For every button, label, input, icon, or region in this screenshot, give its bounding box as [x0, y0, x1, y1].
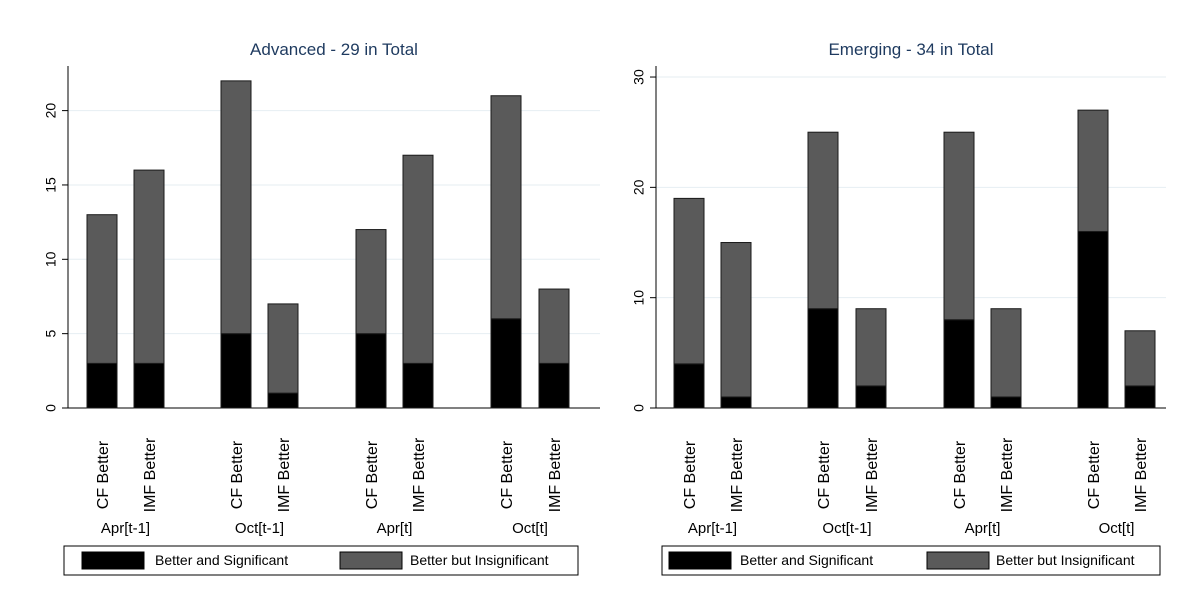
group-label: Apr[t] [965, 520, 1001, 537]
bar-insignificant [1077, 109, 1109, 232]
legend-label-significant: Better and Significant [155, 552, 288, 568]
bar-significant [943, 319, 975, 409]
bar-insignificant [86, 214, 118, 364]
x-tick-label: CF Better [499, 440, 516, 509]
legend-label-significant: Better and Significant [740, 552, 873, 568]
group-label: Oct[t] [512, 520, 548, 537]
bar-insignificant [220, 80, 252, 335]
chart-title: Emerging - 34 in Total [828, 40, 993, 59]
bar-significant [538, 362, 570, 409]
x-tick-label: IMF Better [1133, 437, 1150, 512]
x-tick-label: CF Better [1086, 440, 1103, 509]
chart-title: Advanced - 29 in Total [250, 40, 418, 59]
x-tick-label: CF Better [229, 440, 246, 509]
bar-significant [490, 318, 522, 409]
bar-insignificant [990, 308, 1022, 398]
bar-significant [133, 362, 165, 409]
bar-significant [1124, 385, 1156, 409]
bar-insignificant [673, 197, 705, 365]
bar-insignificant [807, 131, 839, 310]
bar-insignificant [855, 308, 887, 387]
x-tick-label: IMF Better [411, 437, 428, 512]
legend-label-insignificant: Better but Insignificant [996, 552, 1135, 568]
bar-insignificant [720, 242, 752, 398]
chart-panel-1: Advanced - 29 in Total 0 5 10 15 20 CF Better I… [43, 40, 600, 576]
x-tick-label: CF Better [364, 440, 381, 509]
x-tick-label: IMF Better [547, 437, 564, 512]
bar-insignificant [133, 169, 165, 364]
bar-significant [807, 308, 839, 409]
bar-significant [720, 396, 752, 409]
x-tick-label: CF Better [952, 440, 969, 509]
bar-insignificant [355, 229, 387, 335]
group-label: Oct[t-1] [822, 520, 871, 537]
x-tick-label: CF Better [816, 440, 833, 509]
bar-significant [402, 362, 434, 409]
bar-insignificant [490, 95, 522, 320]
y-tick-label: 15 [43, 177, 59, 193]
legend-box [661, 545, 1161, 576]
bar-significant [855, 385, 887, 409]
chart-panel-2: Emerging - 34 in Total 0 10 20 30 CF Better IM… [631, 40, 1166, 576]
x-tick-label: IMF Better [729, 437, 746, 512]
bar-significant [267, 392, 299, 409]
x-tick-label: CF Better [682, 440, 699, 509]
legend-swatch-significant [668, 551, 732, 570]
y-tick-label: 0 [631, 404, 647, 412]
x-tick-label: IMF Better [999, 437, 1016, 512]
bar-significant [1077, 230, 1109, 409]
y-tick-label: 30 [631, 69, 647, 85]
bar-insignificant [943, 131, 975, 321]
legend-swatch-insignificant [926, 551, 990, 570]
x-tick-label: IMF Better [276, 437, 293, 512]
bar-insignificant [538, 288, 570, 364]
x-tick-label: IMF Better [864, 437, 881, 512]
bar-significant [673, 363, 705, 409]
legend-label-insignificant: Better but Insignificant [410, 552, 549, 568]
group-label: Apr[t-1] [101, 520, 150, 537]
x-tick-label: CF Better [95, 440, 112, 509]
x-tick-label: IMF Better [142, 437, 159, 512]
bar-insignificant [1124, 330, 1156, 387]
group-label: Oct[t-1] [235, 520, 284, 537]
y-tick-label: 5 [43, 330, 59, 338]
legend-swatch-significant [81, 551, 145, 570]
bar-significant [355, 333, 387, 409]
y-tick-label: 0 [43, 404, 59, 412]
y-tick-label: 10 [631, 290, 647, 306]
group-label: Oct[t] [1099, 520, 1135, 537]
group-label: Apr[t-1] [688, 520, 737, 537]
group-label: Apr[t] [377, 520, 413, 537]
bar-insignificant [402, 154, 434, 364]
bar-insignificant [267, 303, 299, 394]
y-tick-label: 20 [631, 179, 647, 195]
bar-significant [220, 333, 252, 409]
legend-swatch-insignificant [339, 551, 403, 570]
bar-significant [990, 396, 1022, 409]
y-tick-label: 20 [43, 103, 59, 119]
bar-significant [86, 362, 118, 409]
y-tick-label: 10 [43, 251, 59, 267]
legend-box [63, 545, 579, 576]
